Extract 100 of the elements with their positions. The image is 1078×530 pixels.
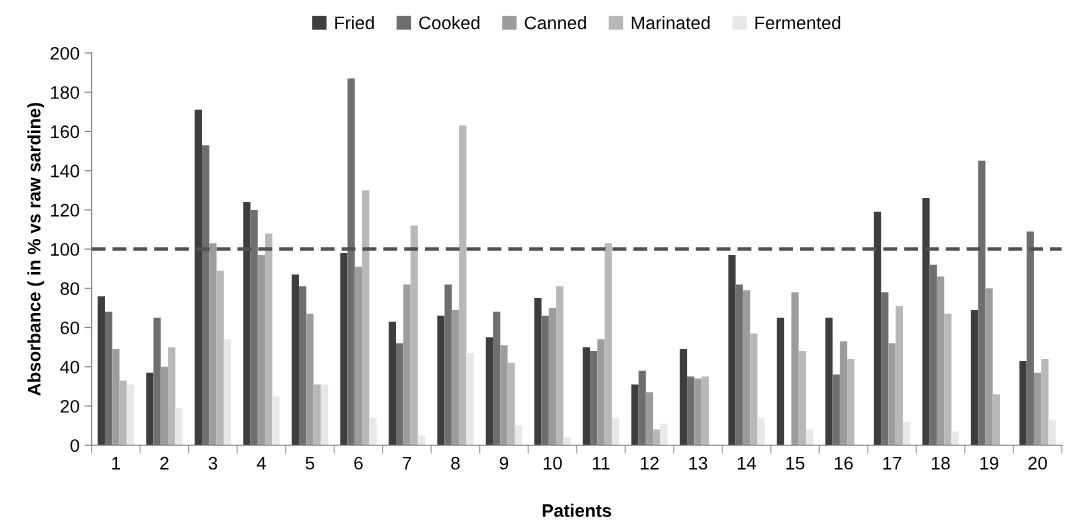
bar xyxy=(388,321,397,446)
bar xyxy=(929,264,937,446)
bar xyxy=(645,392,654,446)
y-tick-label: 0 xyxy=(70,439,80,452)
bar xyxy=(104,311,113,446)
y-axis-title: Absorbance ( in % vs raw sardine) xyxy=(27,102,45,396)
bar xyxy=(1048,419,1056,446)
bar xyxy=(970,309,979,446)
bar xyxy=(701,376,709,446)
bar xyxy=(563,437,571,446)
bar xyxy=(250,209,258,446)
bar xyxy=(347,78,355,446)
bar xyxy=(805,429,814,446)
bar xyxy=(291,274,300,446)
bar xyxy=(556,286,564,446)
bar xyxy=(112,349,120,446)
x-tick-label: 16 xyxy=(834,456,853,470)
bar xyxy=(160,366,169,446)
x-tick-label: 10 xyxy=(543,456,562,470)
bar xyxy=(320,384,329,446)
bar xyxy=(1019,360,1027,446)
bar xyxy=(1041,358,1049,446)
bar xyxy=(209,243,217,446)
y-tick-label: 40 xyxy=(60,360,80,374)
y-tick-label: 180 xyxy=(51,86,80,99)
bar xyxy=(881,292,889,446)
bar xyxy=(340,253,348,446)
bar xyxy=(895,305,903,446)
bar xyxy=(126,384,135,446)
bar xyxy=(417,435,426,446)
bar xyxy=(687,376,695,446)
bar xyxy=(888,343,896,446)
bar xyxy=(936,276,945,446)
bar xyxy=(902,421,911,446)
x-tick-label: 2 xyxy=(160,456,169,470)
bar xyxy=(466,353,474,446)
x-tick-label: 13 xyxy=(689,456,708,470)
bar xyxy=(590,351,598,446)
bar xyxy=(992,394,1000,446)
bar xyxy=(396,343,404,446)
bar xyxy=(679,349,688,446)
bar xyxy=(922,198,930,446)
x-tick-label: 3 xyxy=(208,456,218,470)
bar xyxy=(243,202,251,446)
y-tick-label: 80 xyxy=(60,282,80,296)
bar xyxy=(299,286,307,446)
bar xyxy=(153,317,161,446)
y-tick-label: 60 xyxy=(60,321,80,335)
x-tick-label: 15 xyxy=(786,456,805,470)
bar xyxy=(832,374,840,446)
bar xyxy=(611,417,620,446)
bar xyxy=(660,423,668,446)
bar xyxy=(362,190,370,446)
bar xyxy=(978,160,986,446)
bar xyxy=(728,254,736,446)
y-tick-label: 160 xyxy=(51,125,80,139)
bar xyxy=(403,284,411,446)
bar xyxy=(873,211,882,446)
x-tick-label: 18 xyxy=(931,456,950,470)
bar xyxy=(257,254,266,446)
x-axis-title: Patients xyxy=(542,503,612,517)
x-tick-label: 7 xyxy=(402,456,412,470)
x-tick-label: 8 xyxy=(451,456,460,470)
bar xyxy=(485,337,494,446)
bar xyxy=(825,317,833,446)
y-tick-label: 20 xyxy=(60,399,80,413)
bar xyxy=(168,347,176,446)
y-tick-label: 140 xyxy=(51,164,80,178)
x-tick-label: 11 xyxy=(592,456,610,470)
bar xyxy=(742,290,751,446)
bar xyxy=(757,417,765,446)
bar xyxy=(750,333,758,446)
bar xyxy=(604,243,612,446)
bar xyxy=(694,378,702,446)
legend-label: Cooked xyxy=(419,16,480,30)
bar xyxy=(507,362,515,446)
bar xyxy=(444,284,452,446)
bar xyxy=(451,309,460,446)
bar xyxy=(410,225,418,446)
y-tick-label: 200 xyxy=(50,46,80,60)
bar xyxy=(1026,231,1034,446)
bar xyxy=(175,407,183,446)
bar xyxy=(194,109,202,446)
x-tick-label: 5 xyxy=(305,456,315,470)
bar xyxy=(548,307,557,446)
bar xyxy=(216,270,224,446)
bar xyxy=(1033,372,1042,446)
x-tick-label: 1 xyxy=(112,456,121,470)
bar xyxy=(985,288,993,446)
bar xyxy=(541,315,549,446)
bar xyxy=(776,317,785,446)
bar xyxy=(493,311,501,446)
legend-label: Marinated xyxy=(631,16,710,30)
x-tick-label: 17 xyxy=(883,456,902,470)
y-tick-label: 120 xyxy=(51,203,80,217)
bar xyxy=(631,384,639,446)
bar xyxy=(272,396,280,446)
x-tick-label: 14 xyxy=(737,456,757,470)
legend-label: Fried xyxy=(335,16,374,30)
bar xyxy=(951,431,959,446)
